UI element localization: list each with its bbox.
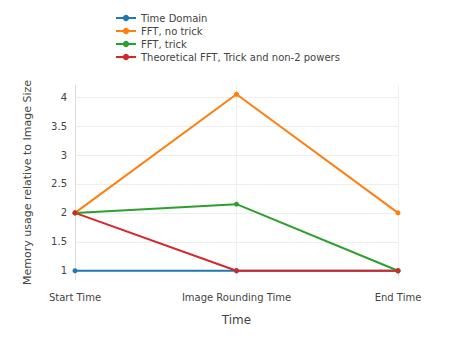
svg-text:2.5: 2.5 — [51, 178, 67, 189]
svg-text:Memory usage relative to Image: Memory usage relative to Image Size — [21, 80, 34, 285]
svg-text:Theoretical FFT, Trick and non: Theoretical FFT, Trick and non-2 powers — [140, 52, 340, 63]
svg-text:Time Domain: Time Domain — [140, 13, 207, 24]
svg-text:3.5: 3.5 — [51, 121, 67, 132]
svg-text:End Time: End Time — [375, 292, 422, 303]
svg-text:1: 1 — [61, 265, 67, 276]
svg-text:Image Rounding Time: Image Rounding Time — [182, 292, 291, 303]
svg-text:1.5: 1.5 — [51, 236, 67, 247]
svg-text:FFT, no trick: FFT, no trick — [141, 26, 203, 37]
svg-text:Start Time: Start Time — [49, 292, 101, 303]
svg-text:Time: Time — [221, 313, 251, 327]
svg-text:FFT, trick: FFT, trick — [141, 39, 187, 50]
svg-text:2: 2 — [61, 207, 67, 218]
svg-text:4: 4 — [61, 92, 67, 103]
svg-text:3: 3 — [61, 150, 67, 161]
